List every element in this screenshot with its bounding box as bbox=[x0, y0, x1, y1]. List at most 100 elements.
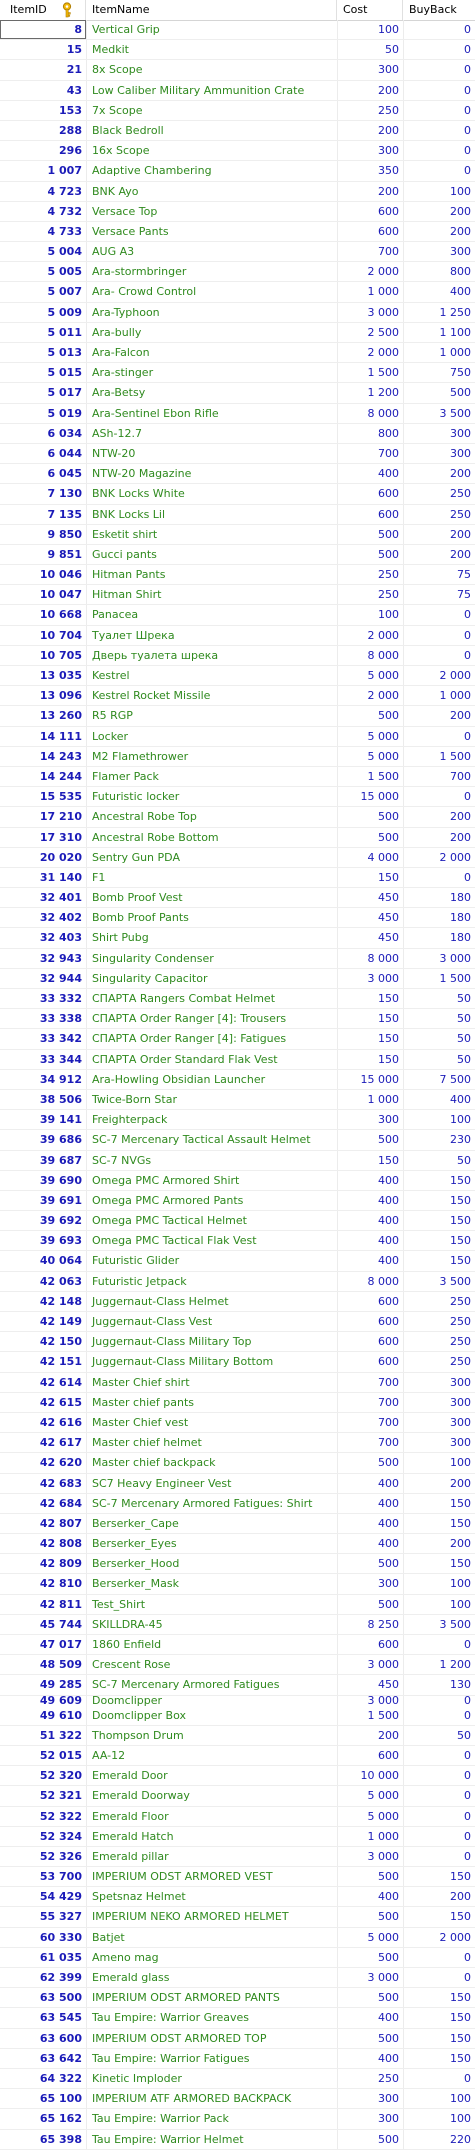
cell-itemid[interactable]: 32 944 bbox=[39, 971, 82, 985]
cell-buyback[interactable]: 180 bbox=[450, 891, 471, 905]
cell-itemname[interactable]: Doomclipper Box bbox=[92, 1708, 187, 1722]
cell-itemid[interactable]: 63 642 bbox=[39, 2051, 82, 2065]
table-row[interactable]: 39 141 Freighterpack 300 100 bbox=[0, 1110, 475, 1131]
cell-buyback[interactable]: 200 bbox=[450, 224, 471, 238]
cell-cost[interactable]: 400 bbox=[378, 1234, 399, 1248]
cell-itemid[interactable]: 49 285 bbox=[39, 1678, 82, 1692]
cell-itemid[interactable]: 33 332 bbox=[39, 992, 82, 1005]
cell-cost[interactable]: 2 000 bbox=[367, 628, 400, 642]
cell-itemname[interactable]: Freighterpack bbox=[92, 1113, 168, 1127]
table-row[interactable]: 49 609 Doomclipper 3 000 0 bbox=[0, 1695, 475, 1706]
table-row[interactable]: 33 344 СПАРТА Order Standard Flak Vest 150… bbox=[0, 1049, 475, 1070]
cell-itemname[interactable]: СПАРТА Order Standard Flak Vest bbox=[92, 1052, 278, 1066]
cell-buyback[interactable]: 2 000 bbox=[439, 850, 472, 864]
table-row[interactable]: 5 004 AUG A3 700 300 bbox=[0, 242, 475, 263]
cell-buyback[interactable]: 200 bbox=[450, 1537, 471, 1551]
cell-buyback[interactable]: 0 bbox=[464, 144, 471, 158]
cell-itemid[interactable]: 60 330 bbox=[39, 1930, 82, 1944]
cell-buyback[interactable]: 300 bbox=[450, 426, 471, 440]
cell-itemid[interactable]: 17 310 bbox=[39, 830, 82, 844]
cell-itemid[interactable]: 153 bbox=[59, 103, 82, 117]
cell-cost[interactable]: 15 000 bbox=[360, 1072, 400, 1086]
cell-cost[interactable]: 400 bbox=[378, 1537, 399, 1551]
cell-cost[interactable]: 5 000 bbox=[367, 669, 400, 682]
cell-cost[interactable]: 200 bbox=[378, 83, 399, 97]
cell-itemid[interactable]: 8 bbox=[0, 20, 86, 39]
cell-itemname[interactable]: Omega PMC Armored Pants bbox=[92, 1193, 244, 1207]
cell-cost[interactable]: 150 bbox=[378, 1052, 399, 1066]
table-row[interactable]: 42 683 SC7 Heavy Engineer Vest 400 200 bbox=[0, 1473, 475, 1494]
cell-itemname[interactable]: Test_Shirt bbox=[92, 1597, 146, 1611]
cell-buyback[interactable]: 1 500 bbox=[439, 749, 472, 763]
table-row[interactable]: 49 610 Doomclipper Box 1 500 0 bbox=[0, 1705, 475, 1726]
table-row[interactable]: 10 705 Дверь туалета шрека 8 000 0 bbox=[0, 645, 475, 666]
cell-itemid[interactable]: 40 064 bbox=[39, 1254, 82, 1268]
table-row[interactable]: 15 Medkit 50 0 bbox=[0, 40, 475, 61]
cell-buyback[interactable]: 150 bbox=[450, 2031, 471, 2045]
cell-buyback[interactable]: 250 bbox=[450, 1335, 471, 1349]
table-row[interactable]: 14 243 M2 Flamethrower 5 000 1 500 bbox=[0, 746, 475, 767]
table-row[interactable]: 8 Vertical Grip 100 0 bbox=[0, 20, 475, 41]
cell-buyback[interactable]: 150 bbox=[450, 1193, 471, 1207]
cell-itemid[interactable]: 9 850 bbox=[47, 527, 82, 541]
cell-itemid[interactable]: 15 bbox=[66, 43, 82, 57]
cell-buyback[interactable]: 0 bbox=[464, 83, 471, 97]
cell-itemname[interactable]: Tau Empire: Warrior Helmet bbox=[92, 2132, 244, 2146]
cell-buyback[interactable]: 0 bbox=[464, 608, 471, 622]
cell-buyback[interactable]: 0 bbox=[464, 729, 471, 743]
cell-itemname[interactable]: Emerald Floor bbox=[92, 1809, 169, 1823]
cell-itemid[interactable]: 4 723 bbox=[47, 184, 82, 198]
cell-itemname[interactable]: Дверь туалета шрека bbox=[92, 648, 219, 662]
cell-cost[interactable]: 500 bbox=[378, 830, 399, 844]
cell-buyback[interactable]: 250 bbox=[450, 1315, 471, 1328]
cell-itemname[interactable]: Doomclipper bbox=[92, 1695, 163, 1706]
table-row[interactable]: 42 616 Master Chief vest 700 300 bbox=[0, 1412, 475, 1434]
cell-itemname[interactable]: Esketit shirt bbox=[92, 527, 158, 541]
cell-cost[interactable]: 100 bbox=[378, 23, 399, 36]
cell-buyback[interactable]: 150 bbox=[450, 1496, 471, 1510]
cell-itemid[interactable]: 33 342 bbox=[39, 1032, 82, 1046]
cell-itemname[interactable]: Omega PMC Armored Shirt bbox=[92, 1173, 240, 1187]
cell-cost[interactable]: 300 bbox=[378, 63, 399, 77]
cell-itemname[interactable]: Ancestral Robe Bottom bbox=[92, 830, 219, 844]
cell-buyback[interactable]: 75 bbox=[457, 568, 471, 582]
cell-itemid[interactable]: 1 007 bbox=[47, 164, 82, 178]
cell-itemid[interactable]: 14 111 bbox=[39, 729, 82, 743]
cell-itemid[interactable]: 5 013 bbox=[47, 346, 82, 359]
cell-itemname[interactable]: Ameno mag bbox=[92, 1950, 159, 1964]
cell-cost[interactable]: 500 bbox=[378, 2132, 399, 2146]
cell-cost[interactable]: 400 bbox=[378, 1516, 399, 1530]
cell-cost[interactable]: 600 bbox=[378, 224, 399, 238]
cell-buyback[interactable]: 75 bbox=[457, 588, 471, 602]
cell-itemname[interactable]: Omega PMC Tactical Flak Vest bbox=[92, 1234, 257, 1248]
cell-cost[interactable]: 3 000 bbox=[367, 971, 400, 985]
cell-cost[interactable]: 500 bbox=[378, 2031, 399, 2045]
cell-cost[interactable]: 15 000 bbox=[360, 790, 400, 804]
cell-buyback[interactable]: 300 bbox=[450, 1395, 471, 1409]
table-row[interactable]: 33 338 СПАРТА Order Ranger [4]: Trousers 1… bbox=[0, 1009, 475, 1030]
cell-buyback[interactable]: 150 bbox=[450, 1516, 471, 1530]
cell-cost[interactable]: 400 bbox=[378, 1254, 399, 1268]
cell-buyback[interactable]: 750 bbox=[450, 366, 471, 380]
cell-cost[interactable]: 150 bbox=[378, 870, 399, 884]
cell-itemname[interactable]: Futuristic Jetpack bbox=[92, 1274, 187, 1288]
cell-itemid[interactable]: 47 017 bbox=[39, 1638, 82, 1651]
table-row[interactable]: 5 019 Ara-Sentinel Ebon Rifle 8 000 3 500 bbox=[0, 403, 475, 424]
cell-itemname[interactable]: Ara-Howling Obsidian Launcher bbox=[92, 1072, 266, 1086]
cell-itemid[interactable]: 5 005 bbox=[47, 265, 82, 279]
cell-buyback[interactable]: 130 bbox=[450, 1678, 471, 1692]
cell-cost[interactable]: 3 000 bbox=[367, 1695, 400, 1706]
table-row[interactable]: 4 733 Versace Pants 600 200 bbox=[0, 221, 475, 243]
table-row[interactable]: 42 148 Juggernaut-Class Helmet 600 250 bbox=[0, 1291, 475, 1312]
table-row[interactable]: 13 260 R5 RGP 500 200 bbox=[0, 706, 475, 727]
table-row[interactable]: 5 011 Ara-bully 2 500 1 100 bbox=[0, 322, 475, 343]
cell-cost[interactable]: 8 000 bbox=[367, 406, 400, 420]
cell-itemid[interactable]: 42 807 bbox=[39, 1516, 82, 1530]
table-row[interactable]: 39 692 Omega PMC Tactical Helmet 400 150 bbox=[0, 1211, 475, 1232]
cell-buyback[interactable]: 0 bbox=[464, 103, 471, 117]
cell-buyback[interactable]: 0 bbox=[464, 790, 471, 804]
table-row[interactable]: 52 322 Emerald Floor 5 000 0 bbox=[0, 1806, 475, 1827]
cell-itemname[interactable]: Singularity Capacitor bbox=[92, 971, 208, 985]
table-row[interactable]: 33 342 СПАРТА Order Ranger [4]: Fatigues 1… bbox=[0, 1029, 475, 1050]
cell-itemname[interactable]: SC7 Heavy Engineer Vest bbox=[92, 1476, 232, 1490]
